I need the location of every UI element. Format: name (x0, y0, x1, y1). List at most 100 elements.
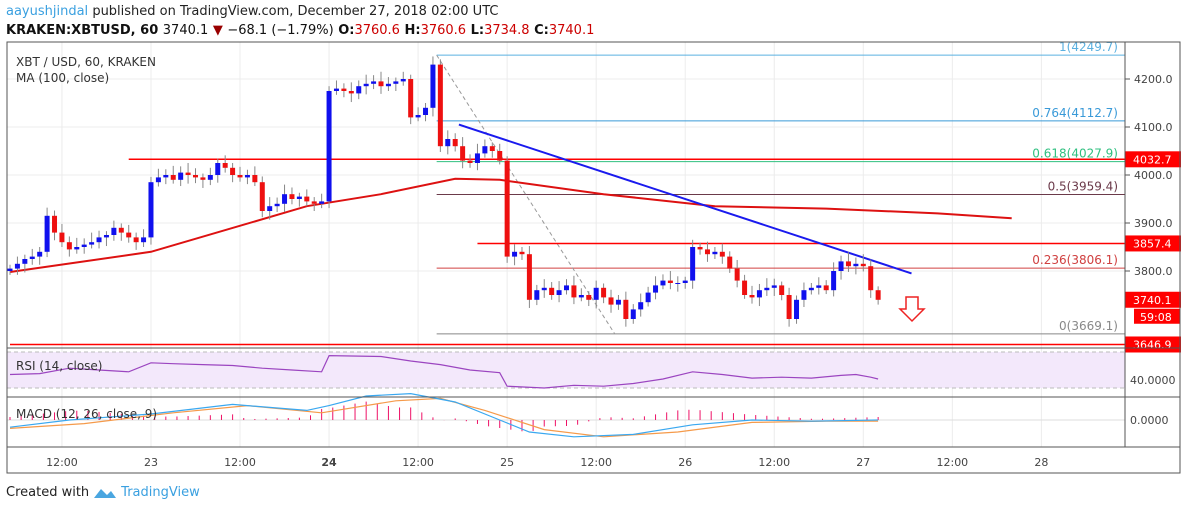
candle (148, 182, 154, 238)
candle (519, 251, 525, 255)
candle (163, 175, 169, 178)
candle (363, 83, 369, 87)
published-text: published on TradingView.com, December 2… (92, 4, 499, 19)
low-value: 3734.8 (484, 23, 530, 38)
fib-label: 0.236(3806.1) (1032, 253, 1118, 267)
candle (282, 194, 288, 204)
candle (586, 295, 592, 300)
countdown-label: 59:08 (1140, 311, 1172, 324)
candle (304, 196, 310, 202)
author-link[interactable]: aayushjindal (6, 4, 89, 19)
candle (756, 290, 762, 298)
candle (185, 172, 191, 175)
candle (393, 81, 399, 84)
candle (712, 251, 718, 255)
candle (801, 290, 807, 300)
candle (126, 232, 132, 238)
candle (207, 175, 213, 180)
candle (645, 292, 651, 303)
candle (489, 146, 495, 151)
candle (289, 194, 295, 199)
candle (660, 280, 666, 286)
candle (81, 244, 87, 247)
macd-line (9, 392, 879, 438)
x-tick-label: 24 (321, 456, 337, 469)
ma100-line (9, 177, 1012, 273)
candle (348, 91, 354, 94)
candle (467, 160, 473, 163)
candle (541, 287, 547, 291)
y-tick-label: 4200.0 (1134, 73, 1173, 86)
fib-label: 0.618(4027.9) (1032, 147, 1118, 161)
price-chart[interactable]: 1(4249.7) 0.764(4112.7) 0.618(4027.9) 0.5(3… (0, 0, 1188, 480)
last-price: 3740.1 (162, 23, 209, 38)
candle (193, 175, 198, 178)
candle (719, 251, 725, 257)
l-label: L: (470, 23, 485, 38)
symbol-info: KRAKEN:XBTUSD, 60 3740.1 ▼ −68.1 (−1.79%… (6, 23, 594, 38)
x-tick-label: 26 (678, 456, 692, 469)
open-value: 3760.6 (354, 23, 400, 38)
price-badge-label: 3857.4 (1133, 237, 1172, 250)
x-tick-label: 27 (856, 456, 870, 469)
candle (133, 237, 139, 243)
candle (868, 266, 874, 291)
candle (371, 81, 377, 84)
candle (200, 177, 206, 180)
candle (274, 203, 280, 207)
candle (333, 88, 339, 91)
candle (853, 263, 859, 267)
countdown-badge (1134, 308, 1180, 324)
candle (667, 280, 673, 283)
price-badge (1125, 151, 1181, 168)
candle (400, 79, 406, 82)
candle (29, 256, 35, 259)
candle (786, 295, 792, 319)
candles (7, 56, 881, 327)
candle (504, 160, 510, 257)
x-tick-label: 12:00 (402, 456, 434, 469)
candle (860, 263, 866, 267)
publish-info: aayushjindal published on TradingView.co… (6, 4, 498, 19)
candle (764, 287, 770, 291)
candle (415, 115, 421, 118)
tradingview-link[interactable]: TradingView (121, 485, 200, 500)
candle (771, 285, 777, 288)
candle (608, 297, 614, 305)
candle (52, 215, 58, 233)
y-tick-label: 4100.0 (1134, 121, 1173, 134)
candle (601, 287, 607, 298)
y-tick-label: 3900.0 (1134, 217, 1173, 230)
candle (430, 64, 436, 108)
price-badge-label: 4032.7 (1133, 153, 1172, 166)
candle (111, 227, 117, 235)
candle (556, 290, 562, 295)
down-triangle-icon: ▼ (212, 23, 223, 38)
candle (482, 146, 488, 154)
candle (779, 285, 785, 295)
y-tick-label: 4000.0 (1134, 169, 1173, 182)
last-price-badge (1125, 291, 1181, 308)
candle (497, 151, 503, 161)
candle (675, 283, 681, 284)
candle (512, 251, 518, 257)
symbol: KRAKEN:XBTUSD, 60 (6, 23, 159, 38)
candle (341, 88, 347, 91)
candle (118, 227, 124, 233)
price-badge-label: 3646.9 (1133, 338, 1172, 351)
candle (437, 64, 443, 147)
candle (22, 259, 28, 264)
candle (222, 163, 228, 168)
x-tick-label: 12:00 (758, 456, 790, 469)
candle (638, 302, 644, 310)
fib-label: 0.5(3959.4) (1048, 179, 1118, 193)
candle (178, 172, 184, 180)
candle (875, 290, 881, 300)
candle (474, 153, 480, 163)
close-value: 3740.1 (548, 23, 595, 38)
fib-label: 0(3669.1) (1059, 319, 1118, 333)
candle (549, 287, 555, 295)
candle (252, 175, 258, 183)
candle (7, 268, 13, 271)
candle (460, 146, 466, 161)
